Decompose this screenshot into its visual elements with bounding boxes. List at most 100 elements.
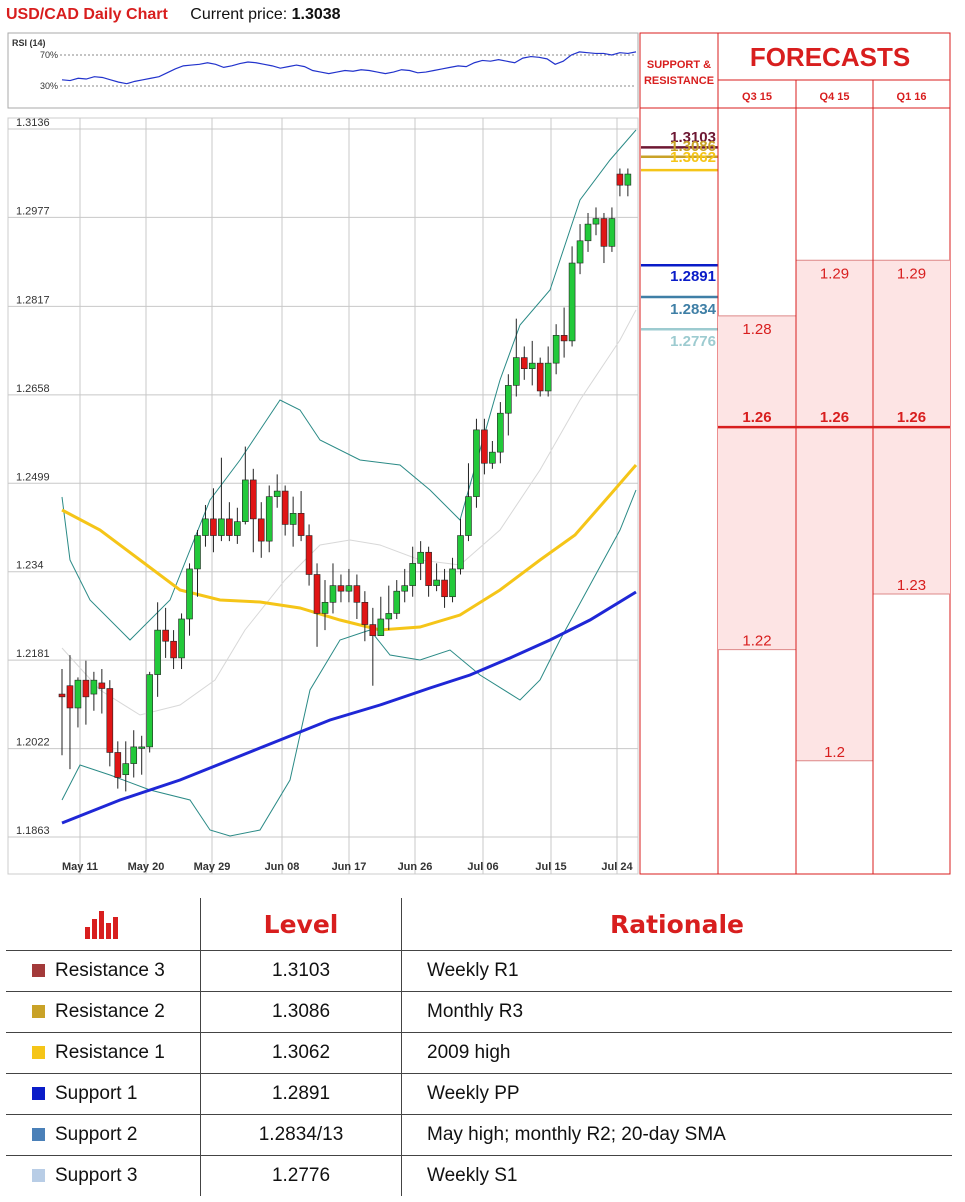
- sr-level-label: 1.2834: [670, 301, 717, 318]
- candle-up-body: [433, 579, 440, 586]
- rsi-tick-70: 70%: [40, 50, 58, 60]
- date-tick-label: Jun 26: [398, 861, 433, 873]
- candle: [178, 613, 185, 670]
- level-name-cell: Resistance 1: [6, 1032, 201, 1074]
- bollinger-lower-line: [61, 489, 637, 837]
- candle-up-body: [568, 262, 576, 342]
- levels-table-body: Resistance 3 1.3103 Weekly R1 Resistance 2 1…: [6, 950, 952, 1196]
- candle-up-body: [401, 585, 409, 592]
- candle-up-body: [273, 490, 281, 497]
- table-row: Support 1 1.2891 Weekly PP: [6, 1073, 952, 1115]
- level-color-swatch: [32, 1128, 45, 1141]
- date-tick-label: Jun 17: [332, 861, 367, 873]
- level-name-cell: Resistance 2: [6, 991, 201, 1033]
- table-row: Resistance 3 1.3103 Weekly R1: [6, 950, 952, 992]
- candle-down-body: [337, 585, 345, 592]
- candle: [449, 557, 456, 603]
- date-axis-ticks: May 11 May 20 May 29 Jun 08 Jun 17 Jun 26 Jul …: [62, 861, 634, 873]
- levels-table: Level Rationale Resistance 3 1.3103 Weekly…: [6, 898, 952, 1196]
- level-value: 1.3062: [200, 1032, 402, 1074]
- candle: [528, 340, 536, 386]
- candle: [401, 568, 409, 603]
- candle: [481, 418, 488, 475]
- candle-down-body: [425, 551, 432, 586]
- date-tick-label: Jul 24: [601, 861, 633, 873]
- levels-table-header: Level Rationale: [6, 898, 952, 951]
- candle-up-body: [202, 518, 209, 536]
- candle: [417, 541, 424, 581]
- rsi-title: RSI (14): [12, 38, 46, 48]
- candle: [361, 591, 369, 642]
- candle-down-body: [305, 535, 313, 575]
- candle-down-body: [106, 688, 114, 753]
- date-tick-label: Jun 08: [265, 861, 300, 873]
- sr-level-label: 1.3062: [670, 149, 716, 166]
- candle-up-body: [74, 679, 82, 709]
- candle: [98, 669, 106, 714]
- candle-down-body: [369, 624, 377, 636]
- candle: [465, 463, 472, 542]
- usd-cad-chart-figure: RSI (14) 70% 30% 1.3136 1.2977 1.2817 1.265…: [7, 32, 951, 875]
- candle-up-body: [592, 218, 600, 225]
- candle: [242, 446, 249, 525]
- candle: [600, 212, 608, 264]
- candle-up-body: [321, 601, 329, 614]
- candle: [289, 496, 297, 547]
- rsi-line: [61, 51, 637, 85]
- candle-up-body: [138, 746, 145, 749]
- candlesticks: [58, 168, 632, 792]
- indicator-lines: [61, 129, 638, 837]
- candle-down-body: [66, 685, 74, 709]
- rsi-tick-30: 30%: [40, 81, 58, 91]
- level-rationale: Weekly R1: [401, 950, 952, 992]
- candle: [281, 485, 289, 536]
- candle-down-body: [600, 218, 608, 247]
- candle-up-body: [265, 496, 273, 542]
- candle-up-body: [552, 335, 560, 364]
- candle-up-body: [178, 618, 185, 659]
- candle: [257, 502, 265, 558]
- candle-down-body: [616, 173, 624, 186]
- candle: [560, 307, 568, 358]
- forecast-columns: Q3 15 1.28 1.26 1.22 Q4 15 1.29 1.26 1.2 Q1 16 1.…: [718, 80, 950, 874]
- price-axis-ticks: 1.3136 1.2977 1.2817 1.2658 1.2499 1.234 1.218…: [16, 117, 50, 837]
- candle-up-body: [409, 563, 416, 586]
- sr-heading-line1: SUPPORT &: [647, 59, 711, 71]
- table-row: Support 2 1.2834/13 May high; monthly R2; …: [6, 1114, 952, 1156]
- price-tick-label: 1.2817: [16, 294, 50, 306]
- date-tick-label: May 20: [128, 861, 165, 873]
- sma-200-line: [61, 590, 637, 825]
- level-name-cell: Support 2: [6, 1114, 201, 1156]
- level-color-swatch: [32, 1005, 45, 1018]
- current-price-value: 1.3038: [291, 6, 341, 23]
- candle: [552, 324, 560, 375]
- candle: [66, 655, 74, 770]
- sr-level-label: 1.2891: [670, 268, 716, 285]
- candle: [425, 546, 432, 597]
- candle: [592, 207, 600, 236]
- candle: [616, 168, 624, 197]
- candle: [624, 168, 632, 197]
- candle-down-body: [297, 513, 305, 536]
- candle-up-body: [385, 613, 393, 620]
- candle-down-body: [226, 518, 233, 536]
- level-color-swatch: [32, 1046, 45, 1059]
- sr-level-label: 1.3086: [670, 138, 716, 155]
- candle: [441, 568, 448, 608]
- candle-up-body: [528, 362, 536, 370]
- date-tick-label: May 29: [194, 861, 231, 873]
- candle-down-body: [170, 640, 177, 659]
- sr-heading-line2: RESISTANCE: [644, 75, 714, 87]
- forecasts-title: FORECASTS: [750, 42, 910, 72]
- candle-down-body: [353, 585, 361, 603]
- rationale-header: Rationale: [401, 898, 952, 951]
- candle: [369, 607, 377, 686]
- level-name: Support 1: [55, 1083, 138, 1104]
- candle-up-body: [497, 412, 504, 453]
- candle: [226, 502, 233, 542]
- candle: [489, 441, 496, 469]
- candle: [497, 402, 504, 464]
- price-tick-label: 1.2658: [16, 383, 50, 395]
- candle: [505, 374, 512, 436]
- candle-down-body: [114, 752, 122, 778]
